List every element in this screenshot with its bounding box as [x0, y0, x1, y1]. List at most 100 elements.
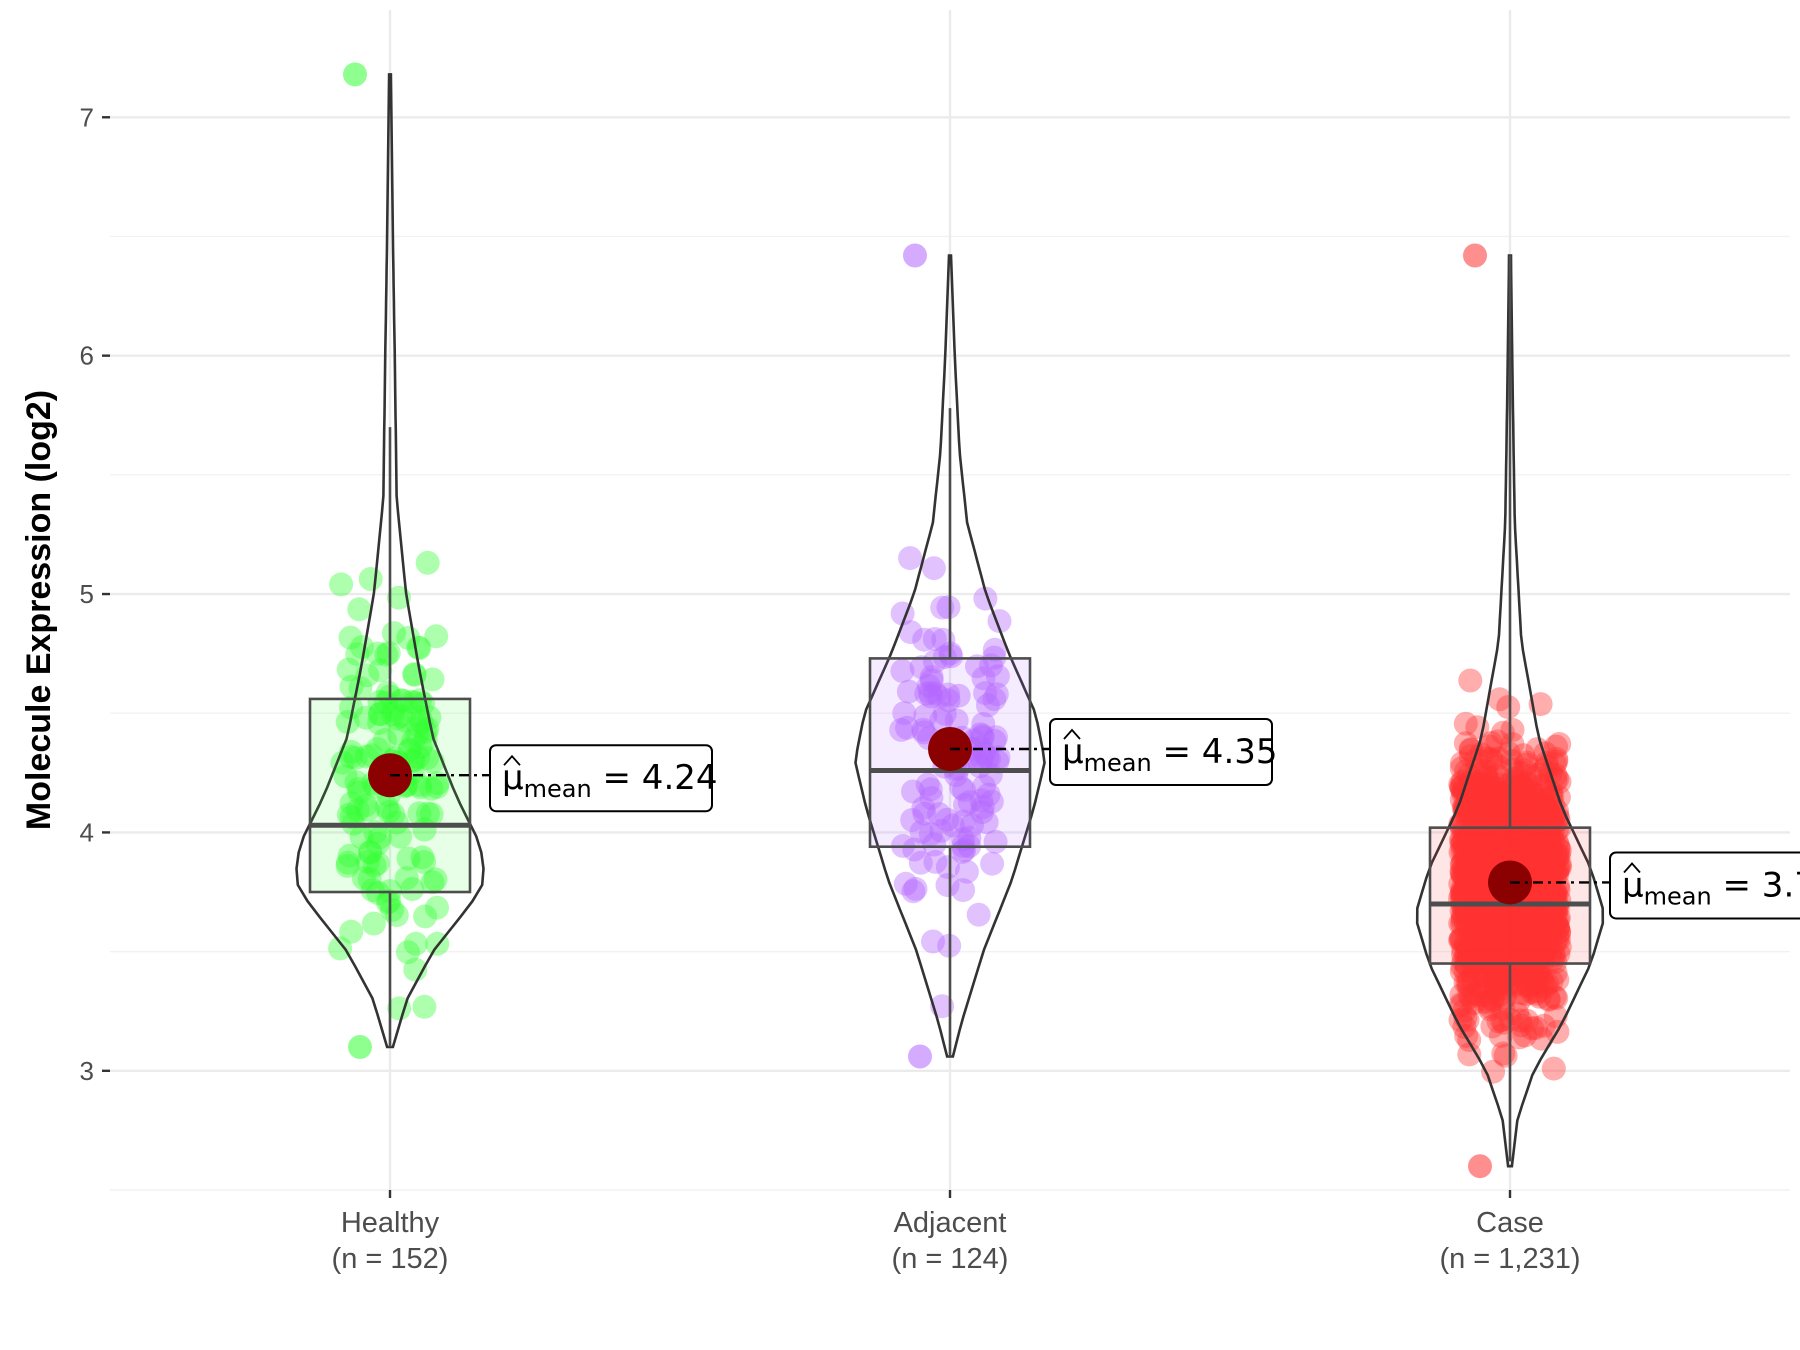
- data-point-case: [1489, 915, 1514, 940]
- violin-case: [1415, 254, 1605, 1168]
- data-point-adjacent: [935, 855, 960, 880]
- data-point-case: [1531, 817, 1556, 842]
- data-point-case: [1471, 817, 1496, 842]
- data-point-case: [1466, 786, 1491, 811]
- data-point-case: [1543, 883, 1567, 908]
- data-point-case: [1459, 844, 1484, 868]
- data-point-case: [1466, 910, 1490, 935]
- data-point-case: [1507, 842, 1532, 867]
- data-point-healthy: [406, 635, 431, 660]
- data-point-case: [1540, 948, 1565, 973]
- data-point-case: [1502, 825, 1527, 850]
- data-point-case: [1468, 872, 1493, 897]
- data-point-healthy: [410, 845, 435, 870]
- data-point-case: [1527, 823, 1551, 847]
- data-point-case: [1479, 926, 1504, 951]
- data-point-case: [1527, 796, 1552, 821]
- data-point-case: [1485, 817, 1510, 842]
- data-point-case: [1448, 992, 1473, 1017]
- data-point-case: [1450, 877, 1475, 901]
- data-point-case: [1459, 836, 1484, 861]
- mean-label-healthy: μmean = 4.24: [502, 758, 718, 803]
- data-point-case: [1449, 832, 1474, 857]
- data-point-case: [1498, 909, 1523, 934]
- data-point-case: [1491, 831, 1515, 856]
- data-point-adjacent: [951, 809, 976, 834]
- data-point-case: [1507, 1025, 1532, 1050]
- data-point-case: [1521, 794, 1546, 818]
- data-point-healthy: [381, 698, 406, 722]
- data-point-adjacent: [960, 813, 984, 838]
- data-point-case: [1479, 932, 1504, 956]
- data-point-case: [1530, 941, 1555, 965]
- data-point-case: [1453, 959, 1478, 984]
- data-point-case: [1482, 975, 1507, 1000]
- data-point-adjacent: [908, 850, 933, 875]
- data-point-case: [1452, 818, 1477, 843]
- data-point-case: [1531, 855, 1556, 880]
- data-point-case: [1516, 903, 1541, 928]
- data-point-case: [1493, 833, 1517, 858]
- data-point-case: [1538, 905, 1563, 930]
- data-point-case: [1477, 806, 1502, 831]
- data-point-case: [1508, 914, 1532, 939]
- data-point-case: [1522, 842, 1547, 866]
- data-point-case: [1467, 792, 1491, 817]
- data-point-adjacent: [979, 789, 1004, 814]
- data-point-case: [1478, 818, 1503, 842]
- data-point-adjacent: [929, 818, 954, 843]
- data-point-case: [1455, 970, 1480, 995]
- data-point-healthy: [347, 597, 372, 622]
- data-point-healthy: [408, 775, 433, 800]
- data-point-case: [1475, 895, 1500, 920]
- data-point-case: [1465, 853, 1490, 878]
- data-point-case: [1470, 922, 1495, 947]
- data-point-case: [1517, 789, 1542, 814]
- data-point-case: [1523, 811, 1548, 836]
- data-point-case: [1522, 913, 1547, 938]
- data-point-case: [1541, 942, 1565, 966]
- data-point-case: [1530, 836, 1555, 861]
- data-point-case: [1462, 872, 1487, 897]
- data-point-case: [1454, 880, 1479, 905]
- data-point-case: [1482, 818, 1507, 843]
- data-point-case: [1476, 794, 1501, 819]
- data-point-case: [1481, 782, 1506, 807]
- data-point-case: [1544, 986, 1569, 1011]
- data-point-adjacent: [932, 701, 957, 726]
- data-point-case: [1467, 907, 1492, 932]
- data-point-healthy: [406, 745, 431, 770]
- data-point-case: [1479, 835, 1503, 860]
- data-point-case: [1450, 879, 1475, 904]
- data-point-case: [1505, 912, 1530, 937]
- data-point-case: [1453, 841, 1478, 866]
- data-point-case: [1522, 942, 1547, 967]
- data-point-case: [1498, 837, 1523, 862]
- data-point-case: [1450, 827, 1475, 852]
- data-point-healthy: [336, 657, 361, 682]
- data-point-adjacent: [935, 807, 960, 832]
- data-point-case: [1468, 930, 1493, 955]
- data-point-case: [1506, 839, 1531, 864]
- data-point-case: [1508, 772, 1533, 797]
- data-point-case: [1470, 922, 1495, 947]
- data-point-adjacent: [968, 722, 993, 747]
- data-point-case: [1536, 914, 1561, 939]
- data-point-case: [1519, 918, 1544, 943]
- y-tick-label: 6: [80, 341, 94, 371]
- data-point-case: [1547, 920, 1572, 945]
- data-point-case: [1534, 825, 1559, 850]
- data-point-case: [1508, 841, 1532, 866]
- data-point-case: [1452, 829, 1477, 853]
- data-point-healthy: [345, 798, 370, 823]
- data-point-case: [1514, 750, 1539, 775]
- data-point-case: [1463, 845, 1488, 869]
- data-point-case: [1546, 874, 1571, 898]
- data-point-healthy: [328, 936, 353, 961]
- data-point-case: [1459, 862, 1484, 886]
- data-point-case: [1531, 791, 1556, 816]
- data-point-case: [1536, 837, 1560, 862]
- data-point-case: [1546, 843, 1571, 868]
- data-point-case: [1499, 922, 1524, 947]
